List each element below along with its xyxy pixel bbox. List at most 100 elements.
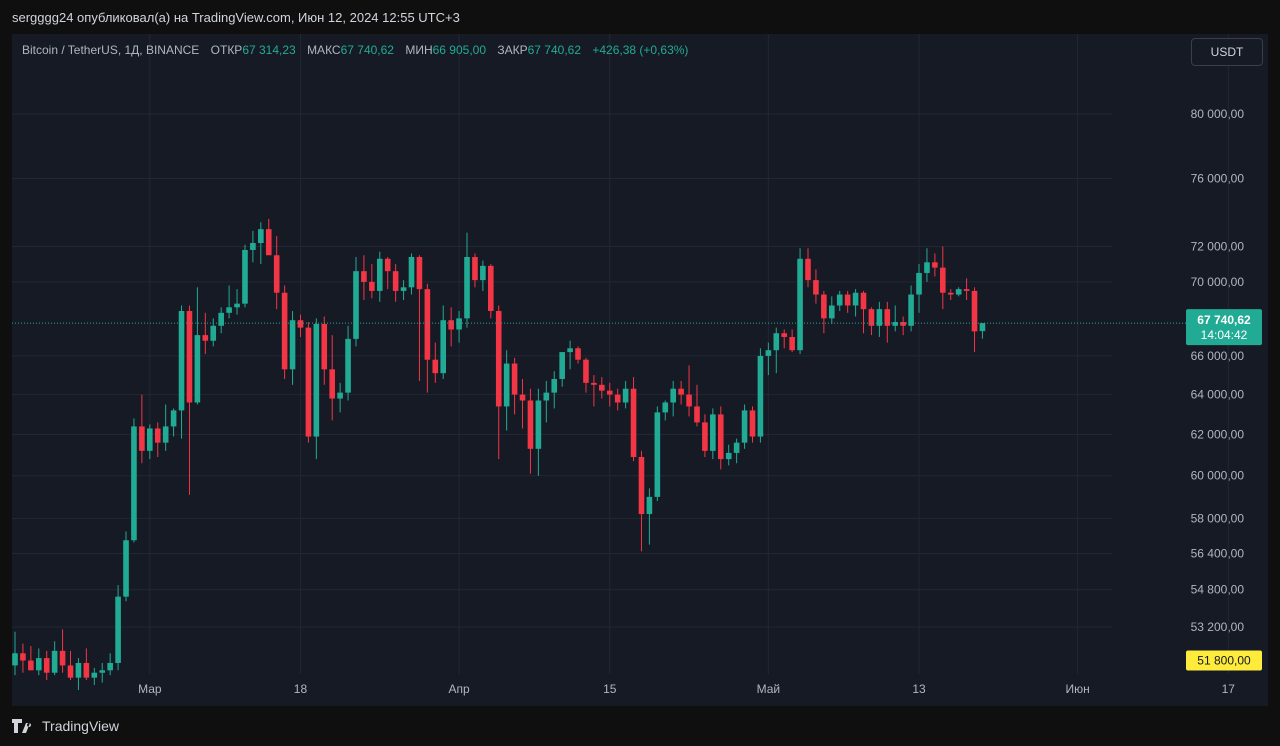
candlestick-chart[interactable]: 80 000,00 76 000,00 72 000,00 70 000,00 66 0… bbox=[12, 34, 1268, 706]
candle bbox=[147, 424, 153, 460]
candle-body bbox=[20, 653, 26, 661]
candle bbox=[115, 585, 121, 671]
candle-body bbox=[591, 382, 597, 385]
candle-body bbox=[99, 670, 106, 673]
candle bbox=[384, 257, 391, 290]
candle-body bbox=[733, 442, 740, 453]
candle-body bbox=[59, 650, 66, 666]
candle-body bbox=[924, 262, 930, 273]
candle bbox=[741, 404, 748, 449]
chart-panel[interactable]: 80 000,00 76 000,00 72 000,00 70 000,00 66 0… bbox=[12, 34, 1268, 706]
candle bbox=[12, 631, 18, 676]
candle bbox=[472, 253, 478, 288]
candle-body bbox=[836, 294, 843, 306]
candle bbox=[781, 329, 788, 349]
candle bbox=[210, 318, 217, 347]
candle-body bbox=[821, 294, 827, 319]
candle-body bbox=[781, 333, 788, 337]
candle bbox=[638, 450, 645, 552]
candle-body bbox=[876, 309, 883, 326]
candle-body bbox=[543, 392, 550, 401]
candle bbox=[162, 404, 169, 451]
y-tick-label: 58 000,00 bbox=[1191, 511, 1245, 525]
candle-body bbox=[662, 402, 669, 413]
candle bbox=[551, 371, 558, 409]
candle bbox=[242, 244, 248, 308]
candle bbox=[852, 289, 859, 317]
candle-body bbox=[361, 271, 367, 282]
candle-body bbox=[400, 287, 407, 291]
candle-body bbox=[606, 390, 613, 395]
candle-body bbox=[979, 323, 986, 332]
candle-body bbox=[963, 289, 970, 291]
candle bbox=[630, 377, 637, 462]
candle-body bbox=[519, 394, 526, 401]
candle-body bbox=[725, 452, 732, 460]
candle-body bbox=[75, 662, 82, 678]
candle-body bbox=[329, 369, 335, 399]
candle bbox=[575, 346, 581, 364]
candle bbox=[606, 382, 613, 407]
y-tick-label: 54 800,00 bbox=[1191, 583, 1245, 597]
candle-body bbox=[408, 257, 415, 288]
high-value: 67 740,62 bbox=[340, 43, 394, 57]
candle bbox=[218, 307, 224, 334]
tradingview-brand[interactable]: TradingView bbox=[12, 718, 119, 734]
candle-body bbox=[702, 422, 708, 451]
candle bbox=[511, 357, 518, 415]
candle-body bbox=[551, 378, 558, 393]
candle bbox=[75, 658, 82, 691]
currency-button[interactable]: USDT bbox=[1191, 38, 1263, 66]
candle bbox=[765, 342, 772, 376]
candle bbox=[717, 406, 724, 470]
candle-body bbox=[83, 662, 90, 678]
candle bbox=[170, 408, 177, 437]
candle-body bbox=[955, 289, 962, 295]
candle bbox=[900, 316, 906, 336]
candle bbox=[67, 650, 74, 681]
candle bbox=[908, 285, 914, 332]
candle bbox=[733, 438, 740, 464]
candle bbox=[464, 232, 470, 328]
candle-body bbox=[472, 257, 478, 281]
x-tick-label: 18 bbox=[294, 682, 308, 696]
low-label: МИН bbox=[405, 43, 433, 57]
crosshair-badge-bg bbox=[1186, 650, 1262, 671]
candle bbox=[821, 290, 827, 334]
candle-body bbox=[575, 348, 581, 360]
candle bbox=[678, 380, 684, 405]
candle bbox=[654, 406, 661, 502]
candle bbox=[495, 305, 502, 460]
candle-body bbox=[28, 660, 34, 671]
candle-body bbox=[139, 426, 145, 451]
candle bbox=[947, 289, 954, 301]
candle-body bbox=[273, 255, 280, 293]
candle bbox=[916, 264, 922, 313]
candle bbox=[131, 418, 137, 543]
candle-body bbox=[678, 388, 684, 395]
candle-body bbox=[424, 289, 431, 360]
last-price-badge-bg bbox=[1186, 309, 1262, 346]
candle bbox=[20, 643, 26, 673]
candle bbox=[488, 264, 494, 319]
candle-body bbox=[900, 322, 906, 326]
bar-countdown: 14:04:42 bbox=[1201, 328, 1248, 342]
candle-body bbox=[630, 388, 637, 458]
publisher-info: sergggg24 опубликовал(а) на TradingView.… bbox=[12, 10, 460, 25]
x-tick-label: Май bbox=[757, 682, 781, 696]
x-tick-label: Июн bbox=[1065, 682, 1089, 696]
y-tick-label: 56 400,00 bbox=[1191, 547, 1245, 561]
candle-body bbox=[511, 363, 518, 395]
x-tick-label: 15 bbox=[603, 682, 617, 696]
candle-body bbox=[123, 540, 129, 597]
candle-body bbox=[583, 359, 589, 383]
candle-body bbox=[313, 323, 320, 437]
candle-body bbox=[440, 320, 447, 374]
candle bbox=[28, 646, 34, 671]
candle bbox=[376, 251, 383, 302]
candle bbox=[622, 380, 629, 409]
symbol-label[interactable]: Bitcoin / TetherUS, 1Д, BINANCE bbox=[22, 43, 200, 57]
candle bbox=[59, 629, 66, 673]
candle-body bbox=[107, 662, 113, 671]
candle-body bbox=[916, 272, 922, 295]
